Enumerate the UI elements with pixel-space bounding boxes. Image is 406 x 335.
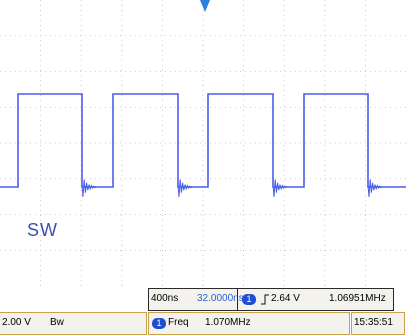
clock-time: 15:35:51	[354, 317, 393, 328]
delay-value[interactable]: 32.0000ns	[197, 293, 244, 304]
trigger-frequency: 1.06951MHz	[329, 293, 386, 304]
trigger-channel-badge[interactable]: 1	[242, 294, 256, 305]
bandwidth-limit-mark: Bw	[50, 317, 64, 328]
rising-edge-icon	[261, 294, 269, 305]
channel-label: SW	[27, 220, 58, 240]
vertical-scale-panel[interactable]: 2.00 V Bw	[0, 312, 147, 335]
measurement-value: 1.070MHz	[205, 317, 251, 328]
trigger-marker-icon[interactable]	[200, 0, 210, 12]
ringing-artifacts	[81, 179, 383, 198]
trigger-level[interactable]: 2.64 V	[271, 293, 300, 304]
measurement-panel[interactable]: 1 Freq 1.070MHz	[148, 312, 350, 335]
sw-waveform	[0, 93, 406, 188]
ringing-burst	[272, 179, 288, 198]
ringing-burst	[367, 179, 383, 198]
ringing-burst	[177, 179, 193, 198]
ringing-burst	[81, 179, 97, 198]
volts-per-div[interactable]: 2.00 V	[2, 317, 31, 328]
measurement-name: Freq	[168, 317, 189, 328]
timebase-value[interactable]: 400ns	[151, 293, 179, 304]
plot-area	[0, 0, 406, 286]
measurement-channel-badge: 1	[152, 318, 166, 329]
clock-panel: 15:35:51	[351, 312, 405, 335]
timebase-trigger-panel: 400ns 32.0000ns 1 2.64 V 1.06951MHz	[148, 288, 394, 311]
